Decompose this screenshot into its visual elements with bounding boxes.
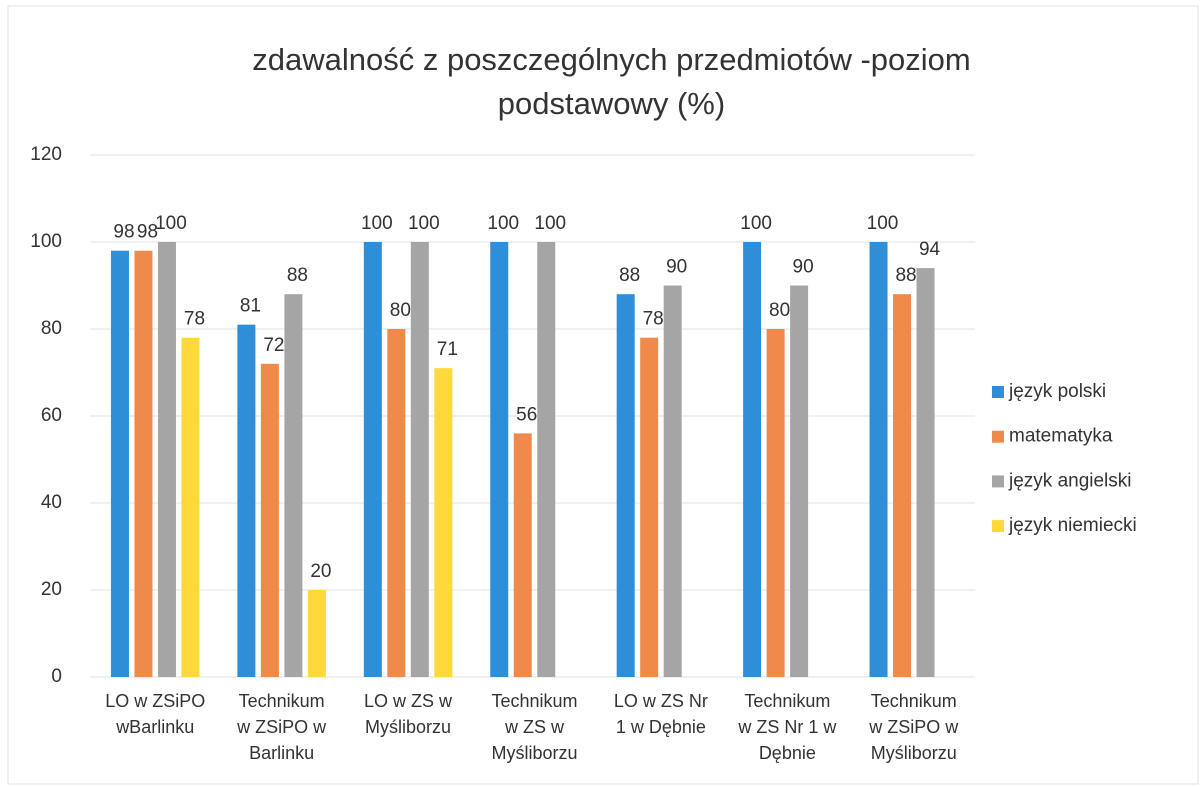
chart-title: zdawalność z poszczególnych przedmiotów … <box>252 42 971 121</box>
data-label: 90 <box>793 257 814 278</box>
data-label: 56 <box>516 404 537 425</box>
data-label: 88 <box>619 265 640 286</box>
bar <box>387 329 406 677</box>
y-tick-label: 0 <box>51 666 62 687</box>
bar <box>663 285 682 677</box>
bar <box>916 268 935 677</box>
data-label: 88 <box>895 265 916 286</box>
data-label: 100 <box>408 213 440 234</box>
x-tick-label: Technikum w ZS Nr 1 w Dębnie <box>738 691 837 763</box>
legend-label: język polski <box>1008 381 1106 402</box>
data-label: 100 <box>361 213 393 234</box>
data-label: 98 <box>137 222 158 243</box>
bar <box>434 368 453 677</box>
data-label: 98 <box>113 222 134 243</box>
x-tick-label: Technikum w ZS w Myśliborzu <box>491 691 578 763</box>
data-label: 78 <box>643 309 664 330</box>
bar <box>110 250 129 677</box>
bar <box>766 329 785 677</box>
bar <box>743 242 762 677</box>
legend-swatch <box>992 475 1004 488</box>
y-tick-label: 120 <box>30 144 62 165</box>
data-label: 81 <box>240 296 261 317</box>
x-tick-label: Technikum w ZSiPO w Myśliborzu <box>869 691 959 763</box>
y-tick-label: 100 <box>30 231 62 252</box>
data-label: 94 <box>919 239 941 260</box>
bar <box>616 294 635 677</box>
x-tick-label: Technikum w ZSiPO w Barlinku <box>237 691 327 763</box>
legend-label: język angielski <box>1008 470 1132 491</box>
legend-label: matematyka <box>1009 426 1113 447</box>
data-label: 100 <box>740 213 772 234</box>
legend-label: język niemiecki <box>1008 515 1137 536</box>
legend-swatch <box>992 386 1004 398</box>
bar <box>869 242 888 677</box>
bar <box>490 242 509 677</box>
bar <box>363 242 382 677</box>
y-tick-label: 20 <box>41 579 62 600</box>
data-label: 20 <box>310 561 331 582</box>
y-tick-label: 80 <box>41 318 62 339</box>
data-label: 78 <box>184 309 205 330</box>
x-tick-label: LO w ZS w Myśliborzu <box>364 691 453 737</box>
legend-swatch <box>992 430 1004 443</box>
bar <box>513 433 532 677</box>
data-label: 100 <box>487 213 519 234</box>
bar <box>260 363 279 677</box>
data-label: 80 <box>769 300 790 321</box>
bar <box>410 242 429 677</box>
bar <box>640 337 659 677</box>
frame <box>7 5 1199 785</box>
bar <box>790 285 809 677</box>
bar <box>134 250 153 677</box>
bar <box>893 294 912 677</box>
data-label: 100 <box>155 213 187 234</box>
y-tick-label: 40 <box>41 492 62 513</box>
bar <box>284 294 303 677</box>
y-tick-label: 60 <box>41 405 62 426</box>
legend-swatch <box>992 520 1004 533</box>
bar <box>307 590 326 677</box>
bar <box>181 337 200 677</box>
data-label: 100 <box>534 213 566 234</box>
data-label: 90 <box>666 257 687 278</box>
bar <box>537 242 556 677</box>
x-tick-label: LO w ZS Nr 1 w Dębnie <box>613 691 708 737</box>
x-tick-label: LO w ZSiPO wBarlinku <box>105 691 206 737</box>
data-label: 88 <box>287 265 308 286</box>
data-label: 72 <box>263 335 284 356</box>
data-label: 71 <box>437 339 458 360</box>
data-label: 80 <box>390 300 411 321</box>
bar <box>157 242 176 677</box>
bar <box>237 324 256 677</box>
data-label: 100 <box>867 213 899 234</box>
